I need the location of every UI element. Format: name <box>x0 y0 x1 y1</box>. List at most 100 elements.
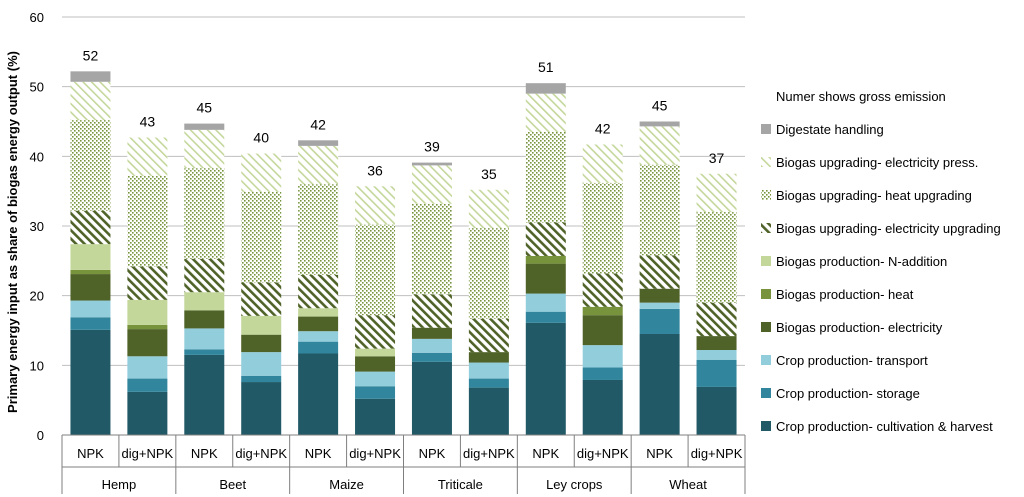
bar-segment-cultivation <box>241 382 282 435</box>
bar-segment-n_add <box>241 315 282 335</box>
bar-segment-upg_heat <box>298 184 339 275</box>
bar-segment-upg_elec <box>525 222 566 256</box>
total-label: 40 <box>253 130 269 146</box>
y-tick-label: 0 <box>37 428 44 443</box>
bar-segment-storage <box>411 352 452 362</box>
legend-label: Biogas production- heat <box>776 287 914 302</box>
legend-label: Biogas upgrading- electricity upgrading <box>776 221 1001 236</box>
bar-segment-upg_press <box>525 93 566 132</box>
bar-segment-digestate <box>70 71 111 82</box>
x-tick-label: dig+NPK <box>691 446 743 461</box>
total-label: 52 <box>83 47 99 63</box>
bar-segment-cultivation <box>298 353 339 435</box>
y-tick-label: 30 <box>30 219 44 234</box>
bar-segment-elec <box>70 274 111 301</box>
bar-segment-storage <box>525 311 566 323</box>
bar-segment-transport <box>696 350 737 360</box>
legend-label: Biogas upgrading- heat upgrading <box>776 188 972 203</box>
group-label: Ley crops <box>546 477 603 492</box>
bar-segment-upg_heat <box>127 175 168 267</box>
legend-label: Biogas production- electricity <box>776 320 943 335</box>
bar-segment-upg_elec <box>411 294 452 328</box>
bar-segment-elec <box>696 336 737 351</box>
total-label: 42 <box>310 116 326 132</box>
bar-segment-elec <box>127 329 168 357</box>
bar-segment-upg_heat <box>411 203 452 295</box>
bar-segment-transport <box>298 331 339 342</box>
bar-segment-upg_elec <box>298 274 339 309</box>
bar-segment-upg_heat <box>582 182 623 274</box>
bar-segment-storage <box>298 341 339 354</box>
bar-segment-elec <box>411 327 452 339</box>
legend-swatch-upg_heat <box>761 190 771 200</box>
legend-label: Digestate handling <box>776 122 884 137</box>
bar-segment-upg_elec <box>468 318 509 353</box>
bar-segment-n_add <box>355 348 396 357</box>
x-tick-label: dig+NPK <box>463 446 515 461</box>
total-label: 35 <box>481 166 497 182</box>
y-tick-label: 60 <box>30 10 44 25</box>
x-axis: NPK dig+NPK NPK dig+NPK NPK dig+NPK NPK dig+NPK… <box>61 434 746 494</box>
total-label: 43 <box>140 114 156 130</box>
bar-segment-upg_press <box>70 81 111 121</box>
bar-segment-transport <box>411 338 452 353</box>
bar-segment-cultivation <box>525 322 566 435</box>
legend-swatch-storage <box>761 388 771 398</box>
bar-segment-storage <box>582 367 623 380</box>
bar-segment-upg_press <box>355 186 396 225</box>
bar-segment-elec <box>468 352 509 363</box>
y-axis: 0 10 20 30 40 50 60 <box>30 10 44 443</box>
bar-segment-heat <box>582 306 623 316</box>
bar-segment-transport <box>127 356 168 379</box>
bar-segment-upg_elec <box>70 210 111 245</box>
bar-segment-upg_press <box>241 153 282 192</box>
bar-segment-n_add <box>298 308 339 317</box>
bar-segment-elec <box>298 316 339 332</box>
total-labels: 52 43 45 40 42 36 39 35 51 42 45 37 <box>83 47 725 181</box>
legend-swatch-digestate <box>761 124 771 134</box>
bar-segment-upg_heat <box>355 224 396 316</box>
bar-segment-upg_press <box>582 144 623 183</box>
bar-segment-n_add <box>70 244 111 270</box>
total-label: 45 <box>197 100 213 116</box>
bar-segment-cultivation <box>696 386 737 435</box>
legend-swatch-upg_elec <box>761 223 771 233</box>
bar-segment-n_add <box>184 292 225 311</box>
total-label: 51 <box>538 59 554 75</box>
bar-segment-transport <box>582 345 623 368</box>
bar-segment-elec <box>241 334 282 353</box>
y-axis-label: Primary energy input as share of biogas … <box>5 51 20 413</box>
x-tick-label: NPK <box>419 446 446 461</box>
bar-segment-elec <box>525 263 566 294</box>
legend-swatch-cultivation <box>761 421 771 431</box>
gridlines <box>62 16 745 366</box>
bar-segment-storage <box>70 317 111 330</box>
bar-segment-transport <box>184 328 225 350</box>
legend-label: Crop production- cultivation & harvest <box>776 419 993 434</box>
x-tick-label: NPK <box>646 446 673 461</box>
bar-segment-cultivation <box>355 398 396 435</box>
x-tick-label: NPK <box>191 446 218 461</box>
legend-swatch-elec <box>761 322 771 332</box>
total-label: 36 <box>367 162 383 178</box>
bar-segment-upg_elec <box>184 258 225 293</box>
bar-segment-upg_elec <box>696 302 737 337</box>
bar-segment-transport <box>355 371 396 387</box>
group-label: Hemp <box>102 477 137 492</box>
legend: Numer shows gross emission Digestate han… <box>761 89 1001 434</box>
bars <box>70 71 737 435</box>
total-label: 37 <box>709 150 725 166</box>
total-label: 42 <box>595 120 611 136</box>
bar-segment-storage <box>241 375 282 383</box>
bar-segment-upg_elec <box>127 266 168 300</box>
total-label: 45 <box>652 98 668 114</box>
bar-segment-cultivation <box>639 333 680 435</box>
legend-title: Numer shows gross emission <box>776 89 946 104</box>
bar-segment-digestate <box>411 162 452 166</box>
bar-segment-storage <box>468 378 509 388</box>
x-tick-label: NPK <box>77 446 104 461</box>
x-tick-label: dig+NPK <box>577 446 629 461</box>
bar-segment-upg_heat <box>525 131 566 223</box>
bar-segment-upg_elec <box>639 255 680 289</box>
bar-segment-upg_press <box>127 137 168 176</box>
